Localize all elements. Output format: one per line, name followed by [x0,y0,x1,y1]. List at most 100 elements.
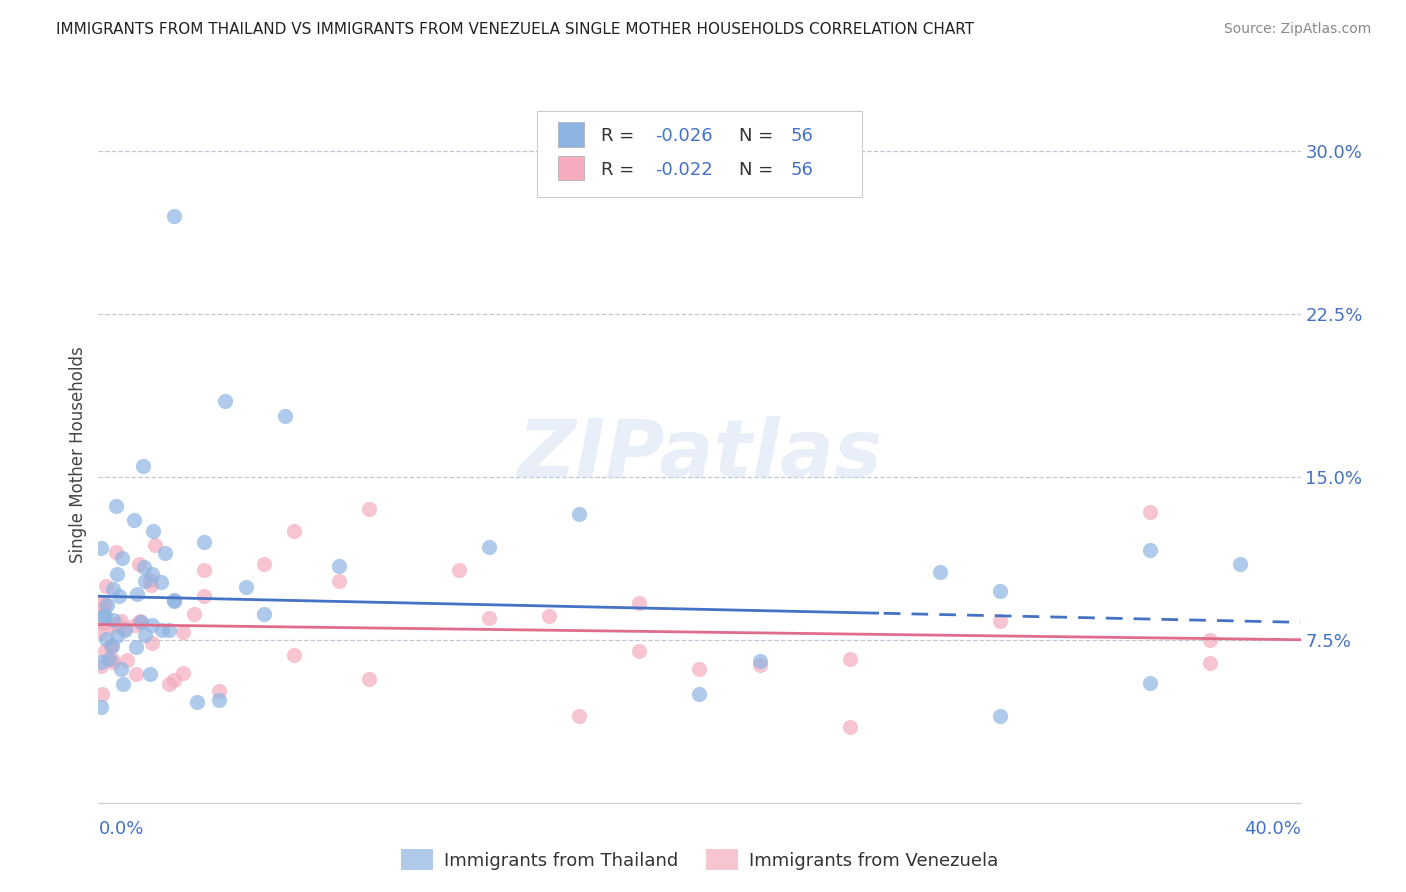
Point [134,574,156,588]
Point [186,695,208,709]
Point [163,593,186,607]
Point [568,508,591,522]
Point [134,628,156,642]
Point [138,667,160,681]
Point [141,567,163,582]
Point [125,667,148,681]
Point [1139,676,1161,690]
Point [114,623,136,637]
Point [172,666,194,681]
Point [1229,557,1251,571]
FancyBboxPatch shape [537,111,862,197]
Text: 56: 56 [790,128,814,145]
Point [253,607,276,621]
Point [328,574,350,588]
Point [1199,632,1222,647]
Text: 0.0%: 0.0% [98,820,143,838]
Point [90,687,112,701]
Text: -0.026: -0.026 [655,128,713,145]
Point [357,502,380,516]
Point [90,655,112,669]
Point [93,616,115,631]
Point [105,499,128,513]
Point [748,657,770,672]
Point [1139,504,1161,518]
Point [90,625,112,640]
Point [103,619,125,633]
Point [628,643,651,657]
Point [183,607,205,622]
Point [478,611,501,625]
Point [90,659,112,673]
Point [129,615,152,629]
Point [193,563,215,577]
Point [838,720,860,734]
Text: IMMIGRANTS FROM THAILAND VS IMMIGRANTS FROM VENEZUELA SINGLE MOTHER HOUSEHOLDS C: IMMIGRANTS FROM THAILAND VS IMMIGRANTS F… [56,22,974,37]
Point [929,565,952,579]
Point [748,654,770,668]
Point [235,580,257,594]
Point [125,640,148,654]
Point [283,524,305,538]
Y-axis label: Single Mother Households: Single Mother Households [69,347,87,563]
Point [253,557,276,571]
Point [193,589,215,603]
Point [101,652,124,666]
Point [94,597,117,611]
Point [94,579,117,593]
Point [139,577,162,591]
Text: R =: R = [600,161,640,178]
Point [96,598,118,612]
Point [628,596,651,610]
Point [132,458,155,473]
Point [988,584,1011,599]
Point [101,639,124,653]
Point [208,693,231,707]
Point [150,574,173,589]
Point [115,653,138,667]
Point [100,640,122,654]
Text: N =: N = [740,128,779,145]
Point [1139,543,1161,558]
Point [274,409,297,423]
Point [91,603,114,617]
Point [105,629,128,643]
Point [134,559,156,574]
Point [162,673,184,687]
Point [141,524,163,538]
FancyBboxPatch shape [558,155,583,180]
Point [129,615,152,630]
Point [838,652,860,666]
Point [1199,656,1222,670]
Point [478,540,501,554]
Legend: Immigrants from Thailand, Immigrants from Venezuela: Immigrants from Thailand, Immigrants fro… [394,842,1005,877]
Point [162,594,184,608]
Point [93,609,115,624]
Point [129,614,152,628]
Point [568,708,591,723]
Point [150,623,173,637]
Point [193,535,215,549]
Point [153,546,176,560]
Point [357,673,380,687]
Point [214,393,236,408]
Point [105,617,128,632]
Point [111,551,134,566]
Point [988,614,1011,628]
Text: -0.022: -0.022 [655,161,713,178]
Point [162,209,184,223]
Point [538,609,561,624]
Point [125,587,148,601]
Point [110,661,132,675]
Point [124,513,146,527]
Point [101,614,124,628]
Point [172,624,194,639]
Point [97,652,120,666]
Point [124,617,146,632]
Point [101,655,124,669]
Text: ZIPatlas: ZIPatlas [517,416,882,494]
Point [105,567,128,582]
Point [112,677,135,691]
Text: 56: 56 [790,161,814,178]
Point [208,684,231,698]
